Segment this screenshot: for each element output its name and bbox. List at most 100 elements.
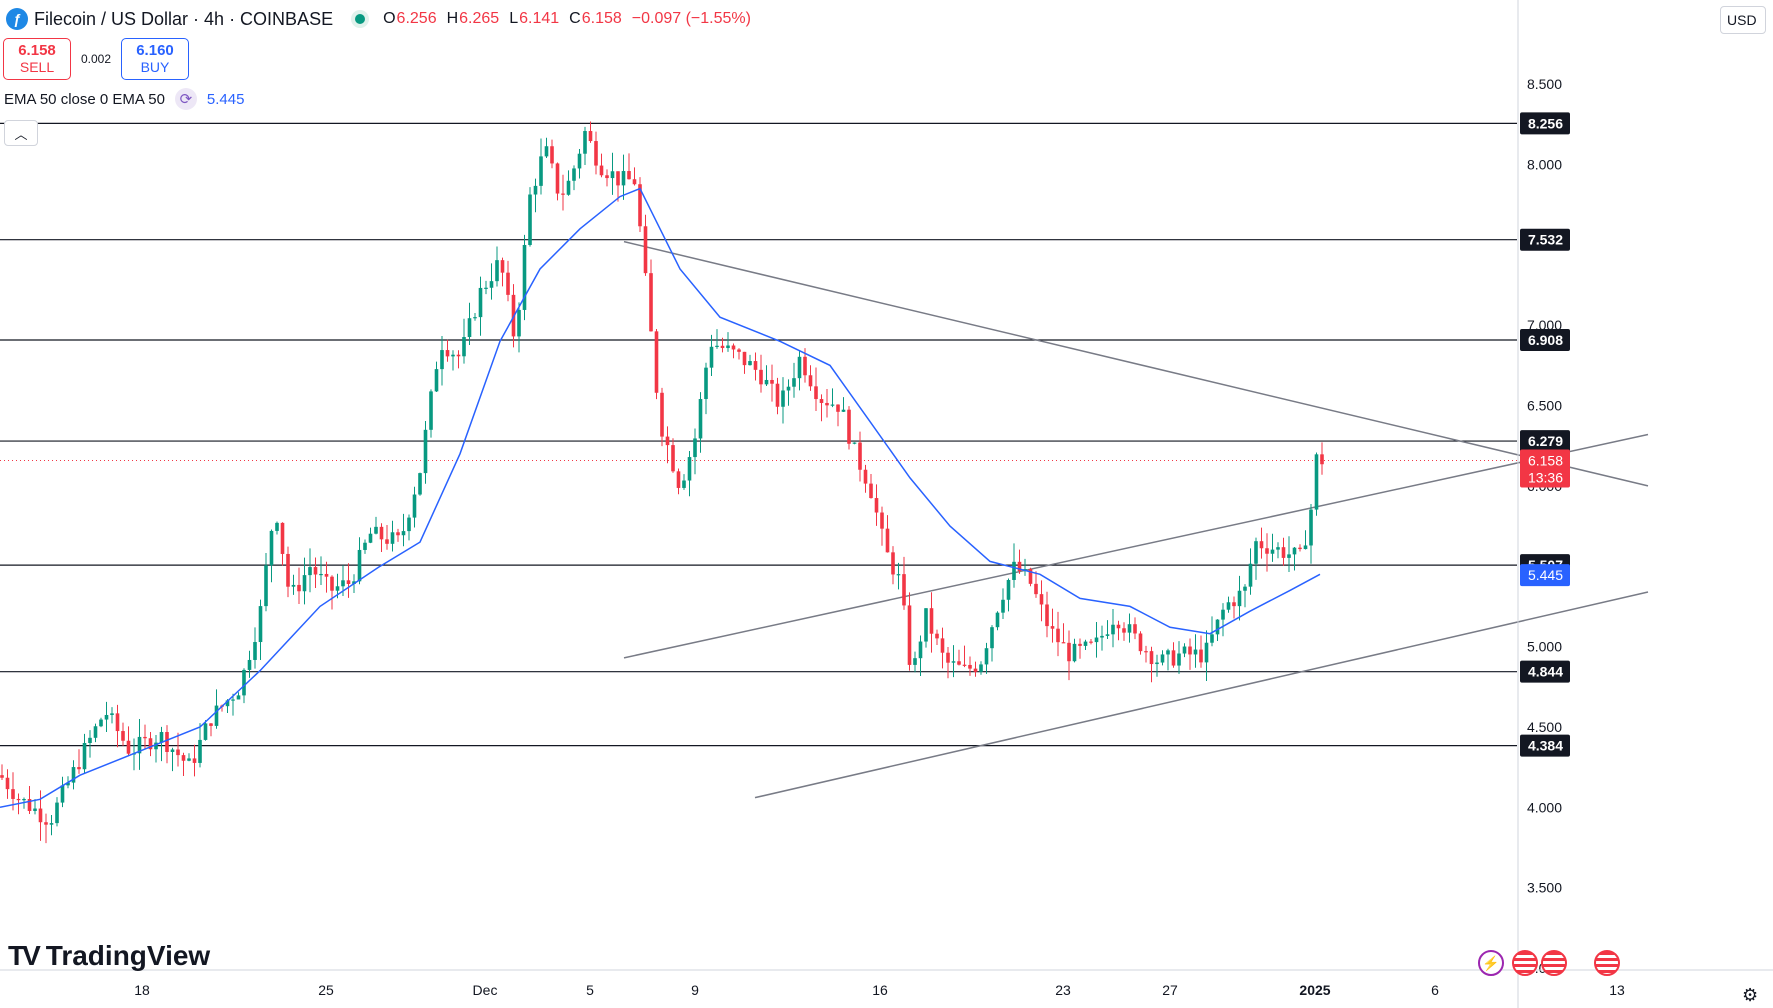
candle-body: [126, 740, 131, 754]
candle-body: [49, 823, 54, 825]
candle-body: [803, 356, 807, 376]
candle-body: [759, 369, 763, 385]
candle-body: [148, 738, 153, 750]
candle-body: [968, 664, 972, 669]
candle-body: [401, 531, 406, 536]
candle-body: [1259, 541, 1264, 549]
candle-body: [489, 281, 494, 288]
candle-body: [973, 668, 978, 672]
candle-body: [330, 576, 334, 591]
candle-body: [902, 574, 906, 606]
candle-body: [748, 361, 752, 366]
candle-body: [1221, 609, 1225, 620]
candle-body: [940, 638, 945, 653]
buy-button[interactable]: 6.160 BUY: [121, 38, 189, 80]
candle-body: [797, 356, 802, 379]
coin-icon: ƒ: [6, 8, 28, 30]
countdown-label: 13:36: [1528, 470, 1563, 486]
live-icon: [351, 10, 370, 28]
candle-body: [379, 526, 384, 540]
candle-body: [781, 390, 785, 407]
candle-body: [808, 375, 813, 387]
candle-body: [308, 567, 312, 576]
candle-body: [275, 522, 279, 531]
candle-body: [715, 345, 719, 347]
candle-body: [313, 567, 318, 575]
candle-body: [918, 641, 923, 659]
candle-body: [550, 146, 554, 164]
candle-body: [1309, 509, 1313, 546]
ema-50-line: [0, 187, 1321, 809]
candle-body: [231, 699, 235, 701]
candle-body: [1100, 635, 1104, 638]
candle-body: [154, 742, 158, 750]
candle-body: [665, 436, 670, 446]
candle-body: [440, 350, 444, 370]
us-flag-icon[interactable]: [1594, 950, 1620, 976]
candle-body: [16, 798, 21, 801]
sell-button[interactable]: 6.158 SELL: [3, 38, 71, 80]
symbol-title[interactable]: Filecoin / US Dollar · 4h · COINBASE: [34, 8, 334, 29]
candle-body: [1276, 547, 1280, 550]
candle-body: [605, 175, 609, 179]
x-tick-label: 18: [134, 982, 150, 998]
candle-body: [473, 317, 477, 319]
candle-body: [88, 737, 92, 744]
candle-body: [946, 652, 950, 663]
chevron-up-icon[interactable]: ︿: [4, 120, 38, 146]
candle-body: [544, 146, 549, 157]
candle-body: [704, 367, 708, 400]
candle-body: [269, 530, 274, 566]
candle-body: [1072, 643, 1077, 662]
candle-body: [1270, 549, 1275, 554]
candle-body: [1265, 548, 1269, 554]
candle-body: [181, 755, 186, 761]
cycle-icon[interactable]: ⟳: [174, 88, 197, 110]
candle-body: [957, 661, 961, 665]
candle-body: [451, 354, 455, 357]
candle-body: [874, 498, 879, 513]
candle-body: [566, 180, 571, 195]
candle-body: [951, 661, 956, 663]
level-tag: [1520, 328, 1570, 351]
candle-body: [847, 409, 851, 444]
y-tick-label: 4.500: [1527, 719, 1562, 735]
candle-body: [819, 399, 824, 403]
candle-body: [137, 736, 142, 754]
bolt-icon[interactable]: ⚡: [1478, 950, 1504, 976]
candle-body: [913, 658, 917, 665]
us-flag-icon[interactable]: [1512, 950, 1538, 976]
candle-body: [1056, 628, 1060, 643]
candle-body: [891, 552, 895, 575]
candle-body: [1001, 599, 1005, 613]
candle-body: [456, 354, 461, 357]
gear-icon[interactable]: ⚙: [1742, 985, 1759, 1005]
candle-body: [170, 749, 175, 752]
us-flag-icon[interactable]: [1541, 950, 1567, 976]
currency-select[interactable]: USD: [1720, 6, 1766, 34]
candle-body: [44, 822, 48, 825]
candle-body: [390, 532, 395, 544]
candle-body: [1281, 547, 1286, 558]
candle-body: [33, 808, 37, 811]
price-axis: 3.0003.5004.0004.5005.0005.5006.0006.500…: [1517, 0, 1562, 1008]
x-tick-label: 9: [691, 982, 699, 998]
candle-body: [1017, 561, 1022, 572]
candle-body: [335, 586, 340, 591]
candle-body: [418, 473, 422, 495]
candle-body: [1177, 653, 1181, 666]
indicator-legend[interactable]: EMA 50 close 0 EMA 50 ⟳ 5.445: [4, 88, 244, 110]
candles: [0, 121, 1324, 844]
candle-body: [533, 185, 538, 195]
candle-body: [1089, 641, 1093, 643]
candle-body: [984, 648, 989, 665]
candle-body: [990, 627, 994, 649]
candle-body: [352, 581, 356, 585]
candle-body: [594, 141, 598, 166]
candle-body: [412, 494, 417, 518]
candle-body: [291, 584, 296, 587]
candle-body: [302, 575, 307, 592]
level-tag: [1520, 660, 1570, 683]
candle-body: [935, 633, 939, 639]
